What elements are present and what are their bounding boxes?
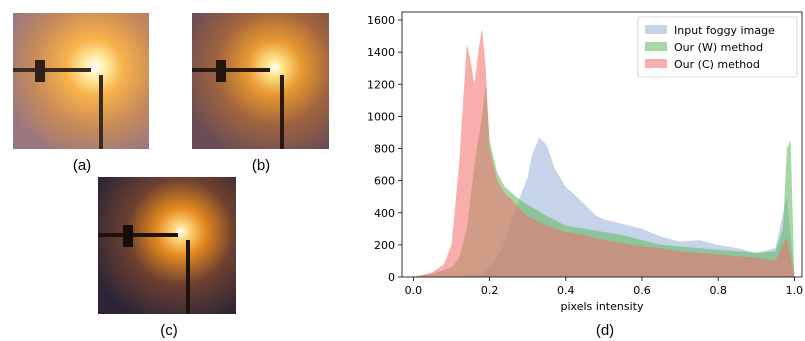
legend-swatch	[645, 25, 667, 34]
x-axis-label: pixels intensity	[561, 300, 644, 313]
streetlight-photo-c	[98, 177, 236, 314]
series-2-histogram	[413, 28, 795, 277]
y-tick-label: 0	[388, 271, 395, 284]
plot-area	[413, 28, 795, 277]
y-tick-label: 1400	[367, 46, 395, 59]
y-tick-label: 1600	[367, 14, 395, 27]
legend-box	[637, 16, 798, 78]
x-tick-label: 0.2	[481, 284, 499, 297]
streetlight-photo-a	[13, 13, 149, 149]
y-tick-label: 600	[374, 175, 395, 188]
x-tick-label: 1.0	[786, 284, 804, 297]
caption-d: (d)	[595, 322, 615, 339]
x-tick-label: 0.6	[633, 284, 651, 297]
legend-label: Our (W) method	[674, 41, 763, 54]
histogram-chart: 0 200 400 600 800 1000 1200 1400 1600 0.0 0.2 0.4 0.…	[367, 11, 804, 313]
y-tick-label: 200	[374, 239, 395, 252]
x-tick-label: 0.0	[405, 284, 423, 297]
y-tick-label: 800	[374, 143, 395, 156]
image-c	[98, 177, 236, 314]
axes: 0 200 400 600 800 1000 1200 1400 1600 0.0 0.2 0.4 0.…	[367, 11, 804, 313]
caption-c: (c)	[160, 322, 178, 339]
y-tick-label: 1200	[367, 78, 395, 91]
legend-swatch	[645, 42, 667, 51]
legend: Input foggy image Our (W) method Our (C) m…	[637, 16, 798, 78]
y-tick-label: 1000	[367, 110, 395, 123]
caption-a: (a)	[72, 157, 92, 174]
x-tick-label: 0.4	[557, 284, 575, 297]
legend-label: Our (C) method	[674, 58, 760, 71]
plot-frame	[401, 11, 803, 278]
caption-b: (b)	[251, 157, 271, 174]
x-tick-label: 0.8	[709, 284, 727, 297]
image-b	[192, 13, 329, 149]
streetlight-photo-b	[192, 13, 329, 149]
legend-swatch	[645, 59, 667, 68]
image-a	[13, 13, 149, 149]
y-tick-label: 400	[374, 207, 395, 220]
legend-label: Input foggy image	[674, 24, 775, 37]
